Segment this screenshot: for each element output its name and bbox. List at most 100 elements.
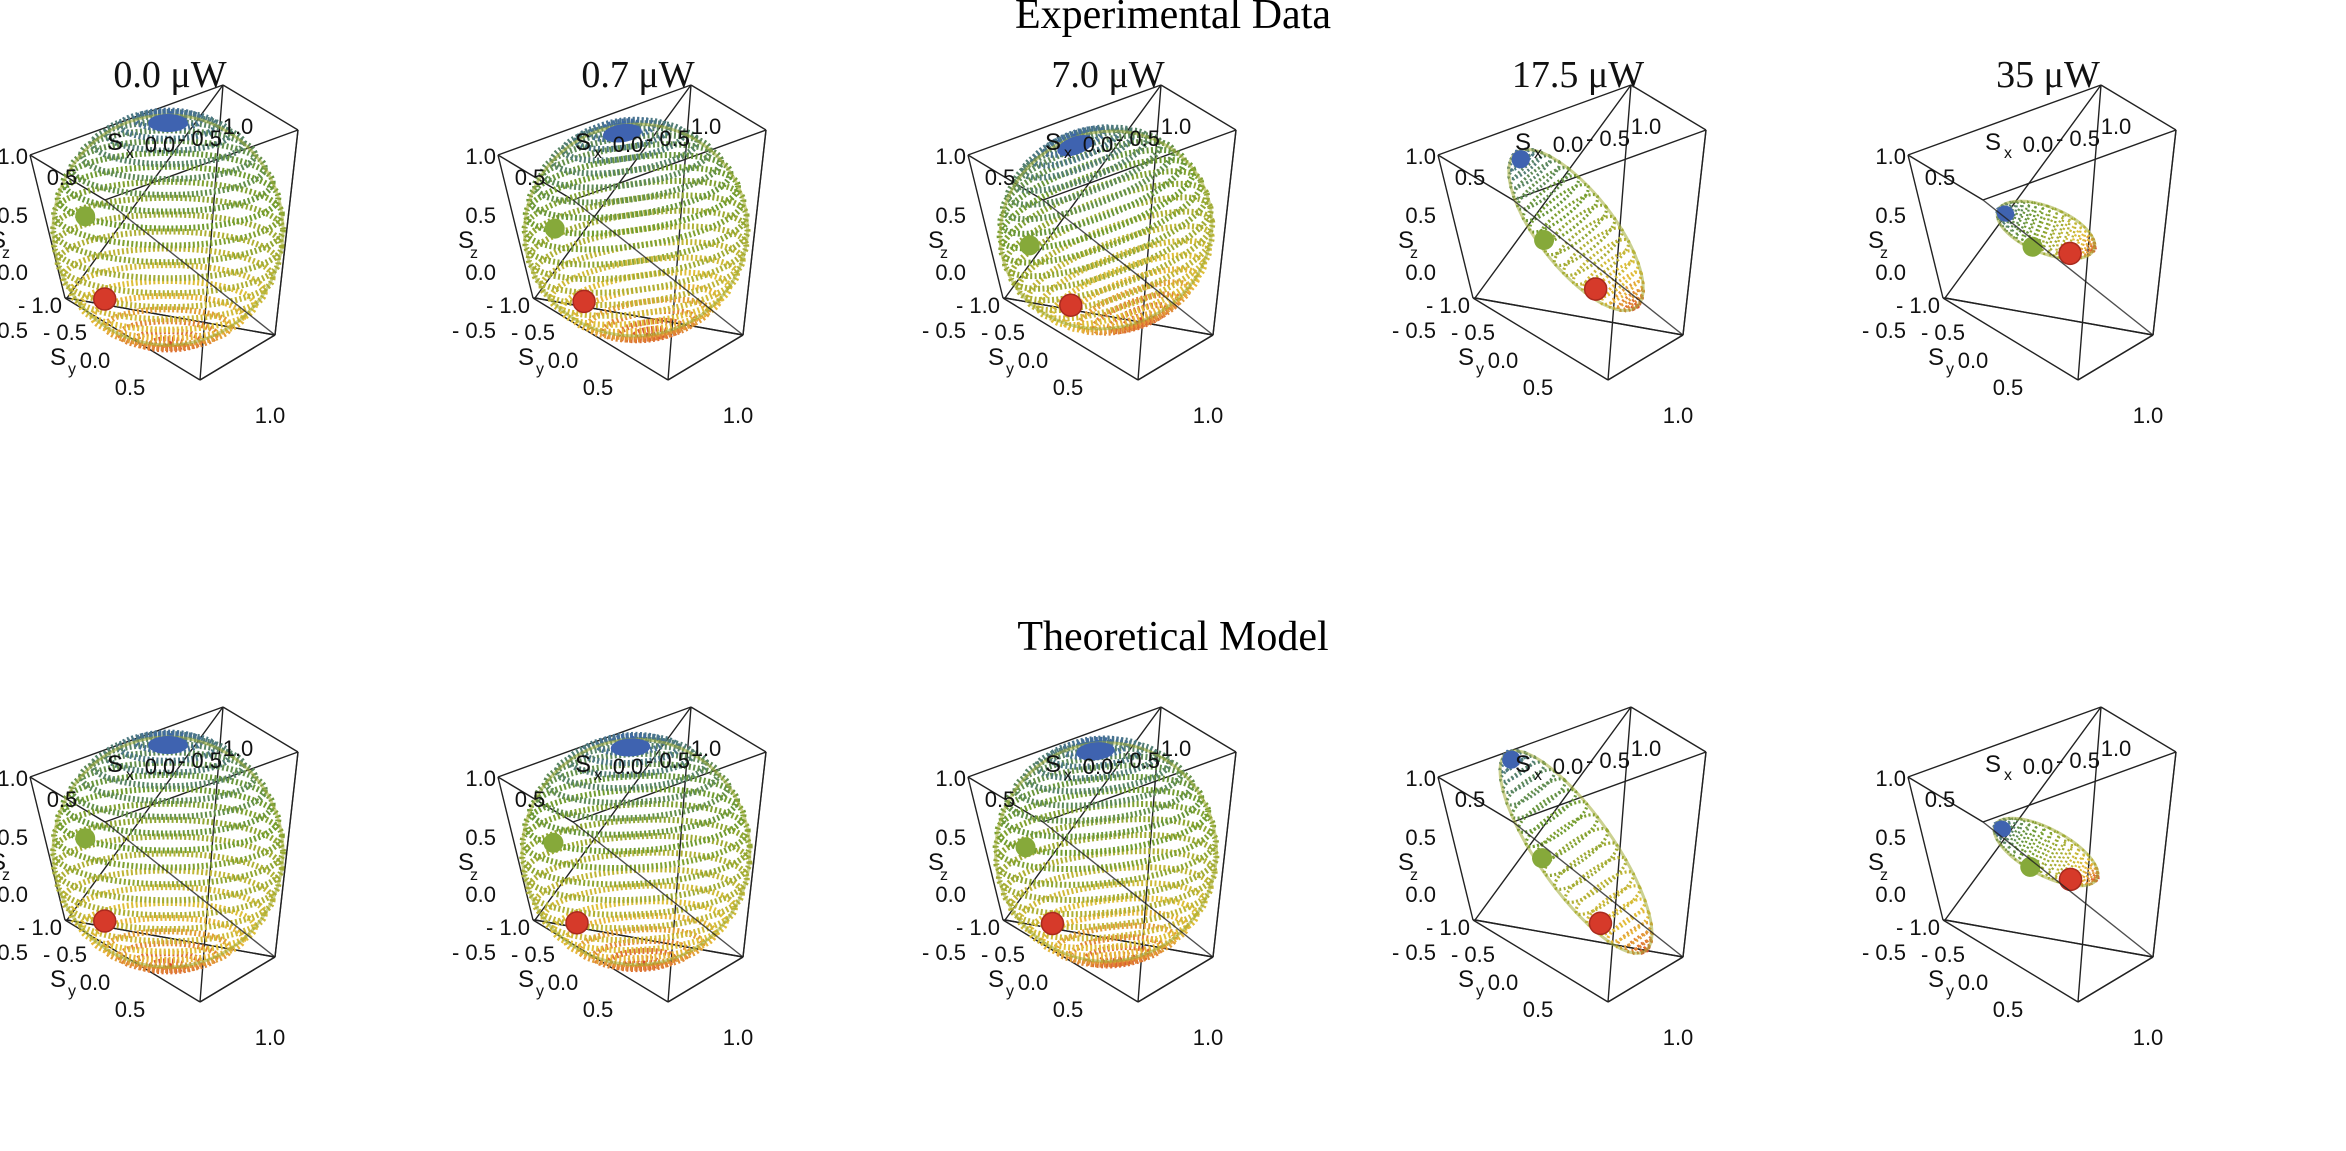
sx-tick: 1.0 bbox=[223, 114, 254, 139]
sz-tick: 0.0 bbox=[465, 882, 496, 907]
box-edge-front bbox=[1212, 129, 1237, 336]
sy-axis-subscript: y bbox=[1946, 983, 1954, 1000]
sx-axis-label: S bbox=[1515, 129, 1531, 156]
power-label: 17.5 μW bbox=[1512, 54, 1644, 96]
sx-axis-label: S bbox=[1985, 751, 2001, 778]
box-edge-front bbox=[2077, 334, 2154, 381]
sy-tick: 0.0 bbox=[1488, 348, 1519, 373]
sy-tick: 0.5 bbox=[115, 375, 146, 400]
sz-tick: 0.5 bbox=[465, 203, 496, 228]
sy-tick: 0.5 bbox=[1993, 375, 2024, 400]
box-edge bbox=[1437, 84, 1632, 156]
sz-axis-label: S bbox=[928, 227, 944, 254]
sx-tick: 0.5 bbox=[1925, 165, 1956, 190]
box-edge bbox=[1907, 154, 1984, 201]
sy-tick: - 0.5 bbox=[1451, 320, 1495, 345]
sz-tick: - 0.5 bbox=[452, 318, 496, 343]
sy-tick: - 0.5 bbox=[1451, 942, 1495, 967]
panel-r1-c3: 7.0 μW- 0.50.00.51.0S x1.00.50.0- 0.5Sz- … bbox=[922, 54, 1237, 428]
sx-tick: 0.0 bbox=[1553, 132, 1584, 157]
box-edge bbox=[1942, 919, 2079, 1003]
box-edge bbox=[1630, 84, 1707, 131]
box-edge bbox=[1907, 776, 1984, 823]
sx-tick: 1.0 bbox=[691, 114, 722, 139]
sy-tick: 1.0 bbox=[2133, 403, 2164, 428]
power-label: 7.0 μW bbox=[1051, 54, 1164, 96]
panel-r2-c4: - 0.50.00.51.0S x1.00.50.0- 0.5Sz- 1.0- 0… bbox=[1392, 706, 1707, 1050]
sz-axis-label: S bbox=[1868, 849, 1884, 876]
sz-tick: 0.5 bbox=[465, 825, 496, 850]
sy-tick: - 0.5 bbox=[1921, 942, 1965, 967]
marker-red bbox=[93, 909, 117, 933]
ring bbox=[1552, 841, 1619, 891]
ellipsoid bbox=[521, 116, 751, 344]
sy-tick: 0.5 bbox=[583, 375, 614, 400]
sy-axis-label: S bbox=[518, 344, 534, 371]
box-edge bbox=[1944, 919, 2154, 958]
marker-green bbox=[1534, 230, 1555, 251]
sx-tick: 1.0 bbox=[1161, 114, 1192, 139]
sz-tick: - 0.5 bbox=[1862, 940, 1906, 965]
sx-tick: 0.0 bbox=[613, 132, 644, 157]
box-edge bbox=[967, 84, 1162, 156]
sx-tick: 1.0 bbox=[1631, 736, 1662, 761]
sy-tick: 0.5 bbox=[1053, 375, 1084, 400]
box-edge bbox=[497, 706, 692, 778]
sx-axis-label: S bbox=[1985, 129, 2001, 156]
box-edge-front bbox=[572, 821, 744, 958]
sy-tick: 0.5 bbox=[1523, 375, 1554, 400]
power-label: 35 μW bbox=[1996, 54, 2100, 96]
sz-axis-label: S bbox=[1398, 227, 1414, 254]
sz-axis-label: S bbox=[1868, 227, 1884, 254]
sx-axis-label: S bbox=[107, 129, 123, 156]
box-edge bbox=[29, 706, 224, 778]
sy-tick: - 1.0 bbox=[486, 915, 530, 940]
sy-tick: 0.5 bbox=[583, 997, 614, 1022]
cap-point bbox=[148, 114, 188, 132]
box-edge bbox=[29, 84, 224, 156]
sz-tick: 1.0 bbox=[0, 144, 28, 169]
box-edge bbox=[1944, 297, 2154, 336]
box-edge-front bbox=[1682, 129, 1707, 336]
ellipsoid-outline bbox=[1995, 199, 2097, 261]
sx-tick: - 0.5 bbox=[1586, 748, 1630, 773]
sx-tick: 0.5 bbox=[515, 165, 546, 190]
sx-tick: 1.0 bbox=[1631, 114, 1662, 139]
box-edge bbox=[199, 84, 224, 381]
sy-tick: 1.0 bbox=[1193, 403, 1224, 428]
box-edge bbox=[1437, 154, 1514, 201]
cap-point bbox=[1076, 742, 1115, 761]
box-edge-front bbox=[1607, 956, 1684, 1003]
sy-tick: 0.0 bbox=[548, 970, 579, 995]
sz-axis-label: S bbox=[0, 227, 6, 254]
cap-point bbox=[1057, 135, 1094, 157]
sx-tick: - 0.5 bbox=[2056, 126, 2100, 151]
sy-axis-label: S bbox=[1458, 966, 1474, 993]
sz-axis-subscript: z bbox=[2, 867, 10, 884]
sy-tick: - 0.5 bbox=[981, 320, 1025, 345]
sy-tick: 0.0 bbox=[1958, 348, 1989, 373]
sy-tick: - 1.0 bbox=[1426, 293, 1470, 318]
sy-axis-subscript: y bbox=[1946, 361, 1954, 378]
box-edge-front bbox=[1512, 199, 1684, 336]
ellipsoid bbox=[50, 107, 286, 353]
ellipsoid bbox=[50, 729, 286, 975]
sx-tick: 0.5 bbox=[985, 787, 1016, 812]
sy-tick: 1.0 bbox=[1663, 403, 1694, 428]
box-edge-front bbox=[1042, 821, 1214, 958]
cap-point bbox=[603, 123, 642, 143]
box-edge bbox=[497, 84, 692, 156]
sz-axis-subscript: z bbox=[940, 867, 948, 884]
box-edge-front bbox=[274, 751, 299, 958]
box-edge bbox=[967, 154, 1004, 299]
marker-green bbox=[2022, 236, 2043, 257]
sx-tick: - 0.5 bbox=[646, 126, 690, 151]
sx-tick: 0.5 bbox=[1455, 787, 1486, 812]
box-edge bbox=[1002, 297, 1139, 381]
box-edge bbox=[1512, 751, 1707, 823]
box-edge bbox=[2100, 84, 2177, 131]
sz-tick: 0.0 bbox=[935, 260, 966, 285]
sy-axis-label: S bbox=[988, 966, 1004, 993]
box-edge bbox=[1607, 706, 1632, 1003]
sy-tick: - 1.0 bbox=[1426, 915, 1470, 940]
